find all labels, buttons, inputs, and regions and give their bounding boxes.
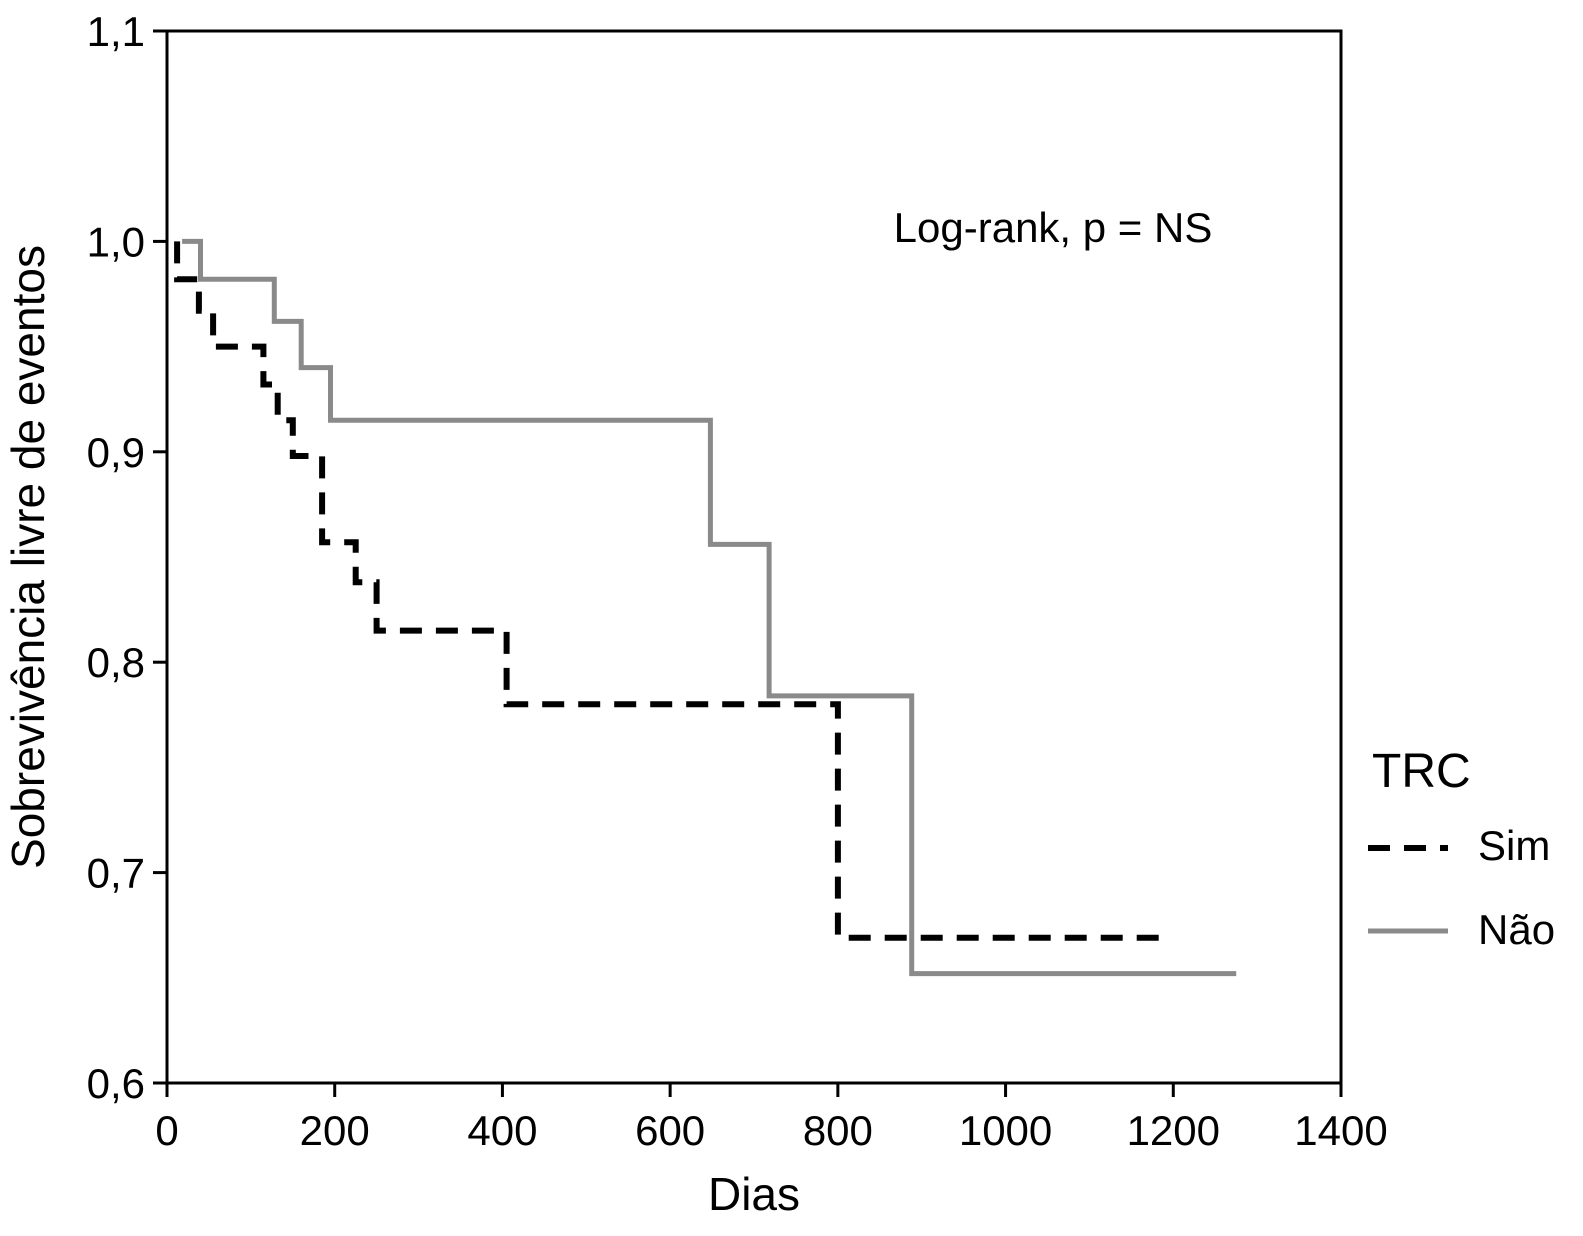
x-tick-label: 1000 [959, 1107, 1052, 1154]
x-tick-label: 600 [635, 1107, 705, 1154]
x-axis-title: Dias [708, 1168, 800, 1220]
y-tick-label: 1,1 [87, 8, 145, 55]
y-axis-title: Sobrevivência livre de eventos [2, 245, 54, 869]
x-tick-label: 1400 [1294, 1107, 1387, 1154]
x-tick-label: 400 [467, 1107, 537, 1154]
x-axis: 0 200 400 600 800 1000 1200 1400 [155, 1083, 1388, 1154]
y-tick-label: 0,8 [87, 639, 145, 686]
plot-frame [165, 29, 1343, 1085]
y-tick-label: 0,7 [87, 850, 145, 897]
legend: TRC Sim Não [1368, 745, 1555, 953]
x-tick-label: 0 [155, 1107, 178, 1154]
y-tick-label: 1,0 [87, 218, 145, 265]
legend-label-sim: Sim [1478, 822, 1550, 869]
x-tick-label: 1200 [1127, 1107, 1220, 1154]
x-tick-label: 800 [803, 1107, 873, 1154]
y-tick-label: 0,6 [87, 1060, 145, 1107]
y-axis: 0,6 0,7 0,8 0,9 1,0 1,1 [87, 8, 167, 1107]
x-tick-label: 200 [300, 1107, 370, 1154]
log-rank-annotation: Log-rank, p = NS [894, 204, 1213, 251]
y-tick-label: 0,9 [87, 429, 145, 476]
legend-title: TRC [1372, 745, 1471, 798]
series-layer [174, 238, 1237, 977]
legend-label-nao: Não [1478, 906, 1555, 953]
series-line-sim [174, 241, 1165, 941]
series-line-nao [182, 238, 1237, 977]
